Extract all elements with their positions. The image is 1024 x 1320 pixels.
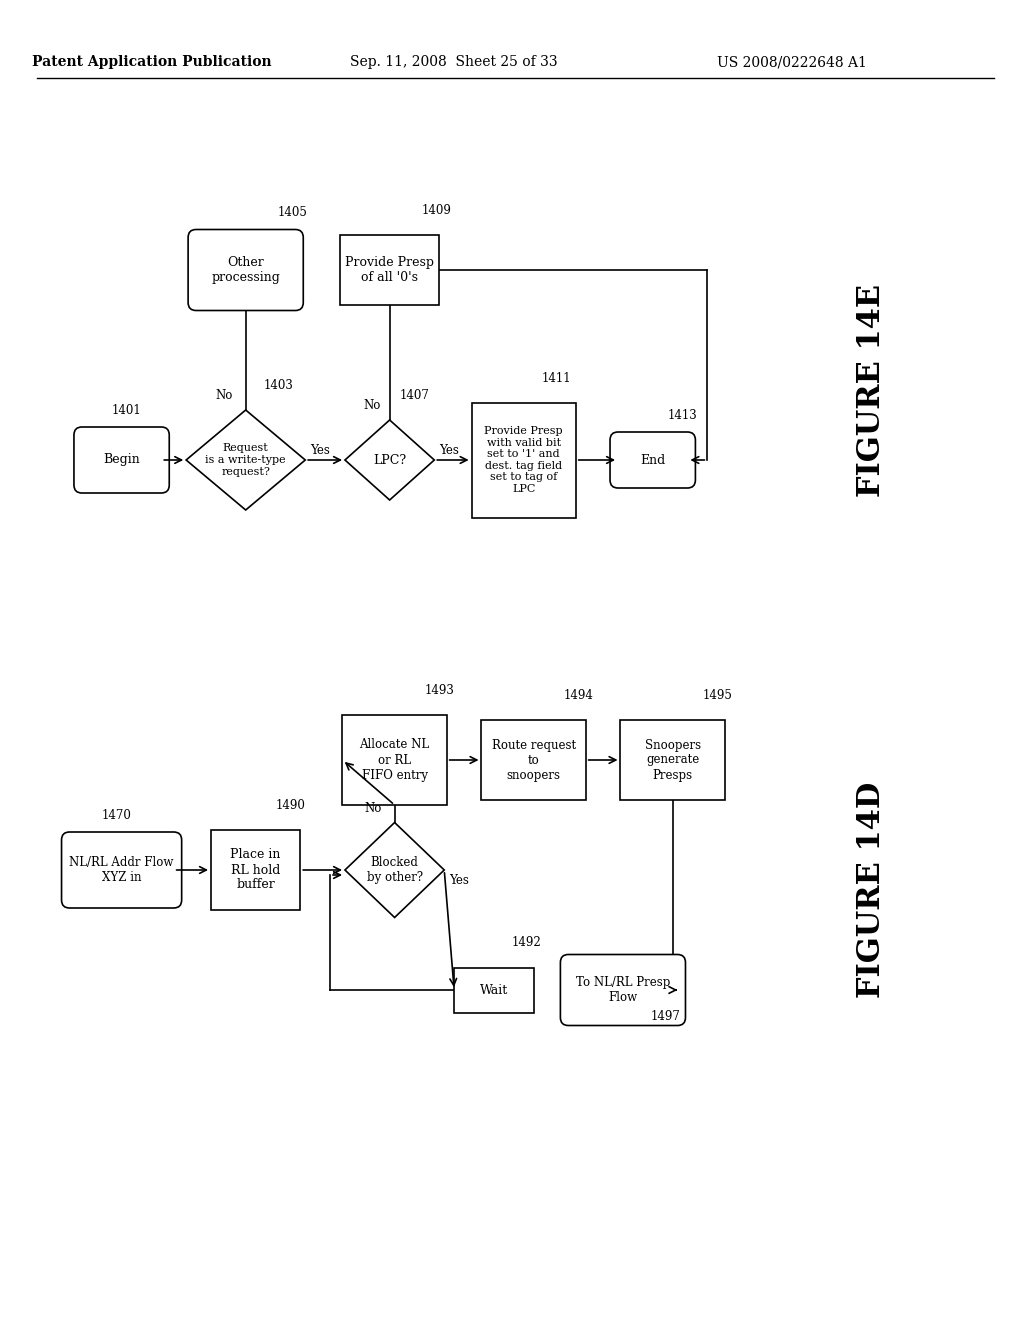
Text: Provide Presp
of all '0's: Provide Presp of all '0's: [345, 256, 434, 284]
Text: Snoopers
generate
Presps: Snoopers generate Presps: [644, 738, 700, 781]
Bar: [481, 719, 586, 800]
Text: 1497: 1497: [650, 1010, 681, 1023]
Text: 1494: 1494: [563, 689, 593, 702]
Text: 1492: 1492: [512, 936, 542, 949]
FancyBboxPatch shape: [560, 954, 685, 1026]
Text: Yes: Yes: [310, 444, 330, 457]
Text: Blocked
by other?: Blocked by other?: [367, 855, 423, 884]
Text: 1409: 1409: [422, 205, 452, 216]
Text: No: No: [365, 801, 382, 814]
Text: 1401: 1401: [112, 404, 141, 417]
Text: Provide Presp
with valid bit
set to '1' and
dest. tag field
set to tag of
LPC: Provide Presp with valid bit set to '1' …: [484, 426, 563, 494]
FancyBboxPatch shape: [74, 426, 169, 492]
Polygon shape: [345, 420, 434, 500]
Bar: [621, 719, 725, 800]
Text: NL/RL Addr Flow
XYZ in: NL/RL Addr Flow XYZ in: [70, 855, 174, 884]
Polygon shape: [345, 822, 444, 917]
Text: US 2008/0222648 A1: US 2008/0222648 A1: [717, 55, 866, 69]
FancyBboxPatch shape: [188, 230, 303, 310]
Text: Yes: Yes: [450, 874, 469, 887]
Text: Other
processing: Other processing: [211, 256, 281, 284]
Text: 1470: 1470: [101, 809, 132, 822]
Text: Begin: Begin: [103, 454, 140, 466]
Text: Request
is a write-type
request?: Request is a write-type request?: [206, 444, 286, 477]
Text: Wait: Wait: [480, 983, 508, 997]
Text: FIGURE 14D: FIGURE 14D: [856, 781, 887, 998]
Text: Patent Application Publication: Patent Application Publication: [32, 55, 271, 69]
Text: 1413: 1413: [668, 409, 697, 422]
Text: Route request
to
snoopers: Route request to snoopers: [492, 738, 575, 781]
Bar: [471, 403, 575, 517]
Text: To NL/RL Presp
Flow: To NL/RL Presp Flow: [575, 975, 670, 1005]
Text: LPC?: LPC?: [373, 454, 407, 466]
Text: Place in
RL hold
buffer: Place in RL hold buffer: [230, 849, 281, 891]
Text: 1403: 1403: [263, 379, 294, 392]
FancyBboxPatch shape: [61, 832, 181, 908]
Text: Yes: Yes: [439, 444, 459, 457]
Bar: [211, 830, 300, 909]
Text: 1411: 1411: [542, 371, 571, 384]
Text: FIGURE 14E: FIGURE 14E: [856, 284, 887, 496]
Text: 1405: 1405: [278, 206, 307, 219]
FancyBboxPatch shape: [610, 432, 695, 488]
Bar: [340, 235, 439, 305]
Text: Allocate NL
or RL
FIFO entry: Allocate NL or RL FIFO entry: [359, 738, 430, 781]
Bar: [455, 968, 534, 1012]
Polygon shape: [186, 411, 305, 510]
Text: 1491: 1491: [410, 792, 439, 804]
Text: 1495: 1495: [702, 689, 732, 702]
Text: 1493: 1493: [424, 684, 455, 697]
Text: 1407: 1407: [399, 389, 429, 403]
Bar: [342, 715, 446, 805]
Text: No: No: [215, 389, 232, 403]
Text: 1490: 1490: [275, 799, 305, 812]
Text: No: No: [364, 399, 381, 412]
Text: Sep. 11, 2008  Sheet 25 of 33: Sep. 11, 2008 Sheet 25 of 33: [350, 55, 558, 69]
Text: End: End: [640, 454, 666, 466]
